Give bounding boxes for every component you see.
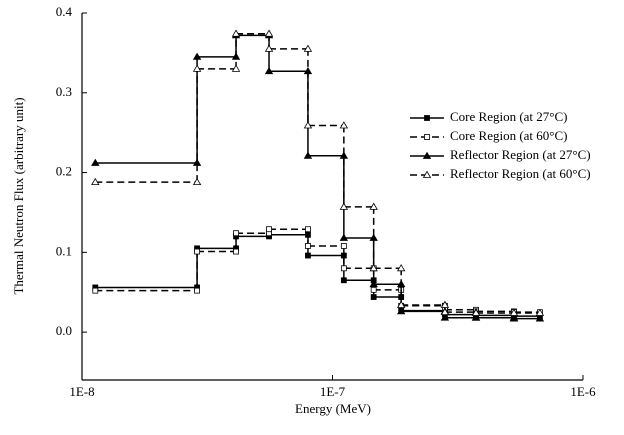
marker	[535, 308, 545, 316]
x-tick-label: 1E-6	[570, 384, 596, 399]
legend-marker	[424, 115, 430, 121]
legend-label: Reflector Region (at 60°C)	[450, 166, 591, 181]
y-axis-title: Thermal Neutron Flux (arbitrary unit)	[11, 97, 26, 294]
y-tick-label: 0.4	[56, 4, 73, 19]
marker	[396, 300, 406, 308]
marker	[233, 230, 239, 237]
y-tick-label: 0.0	[56, 323, 72, 338]
marker	[339, 202, 349, 210]
marker	[91, 177, 100, 186]
marker	[233, 248, 239, 255]
marker	[535, 314, 545, 322]
marker	[440, 313, 450, 321]
marker	[266, 226, 272, 233]
marker	[369, 279, 378, 288]
marker	[303, 151, 313, 159]
marker	[194, 248, 200, 255]
marker	[303, 121, 313, 129]
marker	[194, 287, 200, 294]
marker	[440, 307, 450, 316]
marker	[471, 313, 481, 321]
marker	[264, 66, 274, 75]
marker	[339, 233, 349, 241]
marker	[192, 177, 202, 186]
marker	[370, 286, 377, 293]
marker	[440, 300, 450, 308]
marker	[340, 277, 347, 284]
legend-marker	[424, 134, 430, 140]
marker	[192, 64, 202, 72]
marker	[369, 264, 378, 272]
marker	[264, 44, 274, 52]
marker	[91, 158, 100, 166]
y-tick-label: 0.2	[56, 164, 72, 179]
marker	[340, 265, 347, 272]
y-tick-label: 0.3	[56, 84, 72, 99]
marker	[231, 29, 241, 37]
marker	[192, 52, 202, 60]
legend-marker	[422, 170, 432, 178]
marker	[264, 29, 274, 37]
marker	[471, 308, 481, 316]
marker	[339, 121, 349, 129]
legend-marker	[422, 151, 432, 159]
y-tick-label: 0.1	[56, 243, 72, 258]
marker	[92, 287, 99, 294]
marker	[231, 64, 241, 72]
marker	[305, 243, 311, 249]
marker	[509, 308, 519, 316]
x-axis-title: Energy (MeV)	[295, 401, 371, 416]
marker	[339, 151, 349, 159]
x-tick-label: 1E-7	[320, 384, 346, 399]
marker	[305, 226, 311, 233]
legend-label: Reflector Region (at 27°C)	[450, 147, 591, 162]
marker	[396, 307, 406, 315]
marker	[305, 252, 311, 259]
marker	[509, 314, 519, 322]
marker	[370, 294, 377, 300]
legend-label: Core Region (at 27°C)	[450, 109, 567, 124]
marker	[340, 243, 347, 249]
legend-label: Core Region (at 60°C)	[450, 128, 567, 143]
x-tick-label: 1E-8	[69, 384, 94, 399]
marker	[369, 202, 378, 210]
marker	[396, 264, 406, 272]
marker	[303, 44, 313, 52]
